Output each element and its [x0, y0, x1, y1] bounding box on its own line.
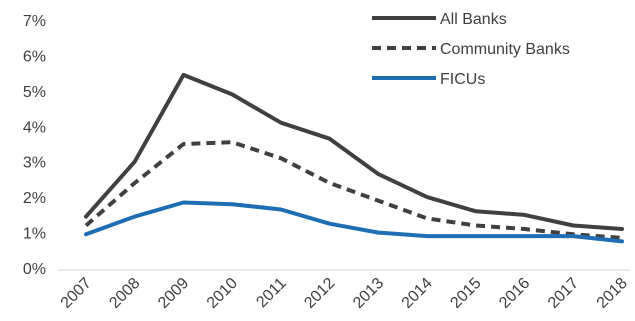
x-axis: 2007 2008 2009 2010 2011 2012 2013 2014 2015 2016…: [58, 275, 631, 312]
y-tick-label: 2%: [23, 190, 46, 207]
data-point: [523, 213, 527, 217]
legend: All Banks Community Banks FICUs: [372, 11, 570, 88]
x-tick-label: 2014: [399, 275, 436, 312]
data-point: [84, 232, 88, 236]
data-point: [230, 92, 234, 96]
x-tick-label: 2013: [350, 275, 387, 312]
series-line-community-banks: [84, 140, 623, 240]
series-line-all-banks: [84, 72, 624, 231]
y-tick-label: 3%: [23, 155, 46, 172]
data-point: [84, 223, 88, 227]
y-tick-label: 1%: [23, 226, 46, 243]
data-point: [328, 222, 332, 226]
x-tick-label: 2010: [204, 275, 241, 312]
data-point: [474, 234, 478, 238]
legend-label: FICUs: [440, 71, 485, 88]
y-tick-label: 0%: [23, 261, 46, 278]
series-line-ficus: [84, 200, 624, 244]
data-point: [84, 215, 88, 219]
x-tick-label: 2009: [155, 275, 192, 312]
data-point: [620, 239, 624, 243]
data-point: [133, 181, 137, 185]
data-point: [230, 202, 234, 206]
y-tick-label: 4%: [23, 119, 46, 136]
data-point: [523, 227, 527, 231]
data-point: [523, 234, 527, 238]
data-point: [474, 209, 478, 213]
data-point: [376, 172, 380, 176]
data-point: [181, 142, 185, 146]
data-point: [571, 234, 575, 238]
data-point: [181, 73, 185, 77]
data-point: [181, 200, 185, 204]
data-point: [230, 140, 234, 144]
x-tick-label: 2011: [253, 275, 289, 311]
x-tick-label: 2012: [301, 275, 338, 312]
y-axis: 0% 1% 2% 3% 4% 5% 6% 7%: [23, 13, 46, 278]
data-point: [328, 137, 332, 141]
data-point: [425, 216, 429, 220]
data-point: [425, 234, 429, 238]
data-point: [133, 160, 137, 164]
data-point: [571, 223, 575, 227]
y-tick-label: 5%: [23, 84, 46, 101]
x-tick-label: 2016: [496, 275, 533, 312]
y-tick-label: 7%: [23, 13, 46, 30]
y-tick-label: 6%: [23, 48, 46, 65]
x-tick-label: 2008: [106, 275, 143, 312]
data-point: [279, 121, 283, 125]
data-point: [279, 156, 283, 160]
data-point: [425, 195, 429, 199]
x-tick-label: 2007: [58, 275, 95, 312]
data-point: [279, 208, 283, 212]
x-tick-label: 2018: [594, 275, 631, 312]
data-point: [133, 215, 137, 219]
legend-label: All Banks: [440, 11, 507, 28]
data-point: [376, 199, 380, 203]
data-point: [376, 231, 380, 235]
series-layer: [84, 72, 624, 244]
data-point: [474, 223, 478, 227]
data-point: [620, 227, 624, 231]
x-tick-label: 2015: [447, 275, 484, 312]
x-tick-label: 2017: [545, 275, 582, 312]
data-point: [328, 181, 332, 185]
legend-label: Community Banks: [440, 41, 570, 58]
